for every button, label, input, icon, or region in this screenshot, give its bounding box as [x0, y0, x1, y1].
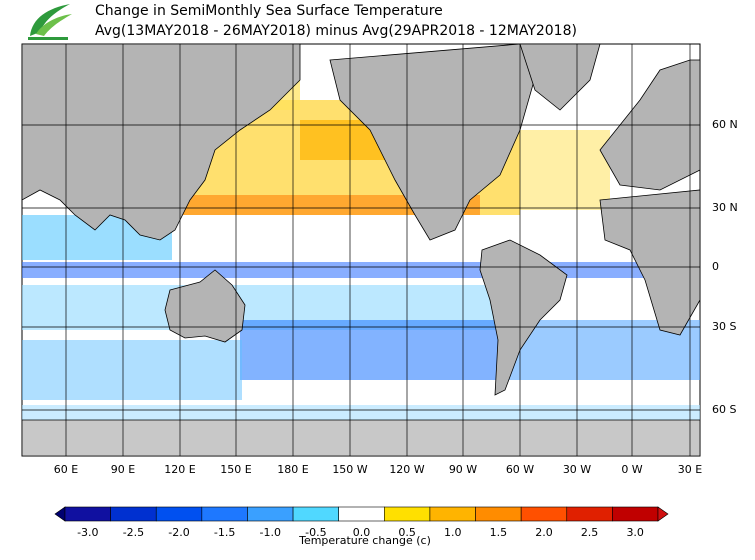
colorbar-cell: [612, 506, 659, 522]
colorbar-tick-label: 1.0: [444, 526, 462, 539]
lon-label: 90 E: [111, 463, 135, 476]
colorbar-tick-label: -1.5: [214, 526, 235, 539]
colorbar-cell: [338, 506, 385, 522]
colorbar-tick-label: -3.0: [77, 526, 98, 539]
logo: [28, 4, 72, 40]
colorbar-tick-label: -1.0: [260, 526, 281, 539]
lat-label: 30 N: [712, 201, 738, 214]
colorbar-cell: [429, 506, 476, 522]
colorbar-cell: [520, 506, 568, 522]
colorbar-tick-label: 2.0: [535, 526, 553, 539]
colorbar-cell: [155, 506, 203, 522]
colorbar-cell: [201, 506, 248, 522]
colorbar-cell: [384, 506, 431, 522]
lat-label: 30 S: [712, 320, 736, 333]
colorbar-tick-label: 0.0: [353, 526, 371, 539]
lon-label: 30 W: [563, 463, 591, 476]
lat-label: 60 N: [712, 118, 738, 131]
lon-label: 120 W: [389, 463, 424, 476]
lon-label: 150 W: [332, 463, 367, 476]
graticule: [22, 44, 700, 456]
lon-label: 30 E: [678, 463, 702, 476]
lon-label: 90 W: [449, 463, 477, 476]
colorbar-cell: [247, 506, 294, 522]
colorbar-cell: [475, 506, 522, 522]
lon-label: 0 W: [621, 463, 642, 476]
lon-label: 180 E: [277, 463, 308, 476]
colorbar-tick-label: 3.0: [626, 526, 644, 539]
colorbar-cell: [566, 506, 613, 522]
lon-label: 120 E: [164, 463, 195, 476]
colorbar-arrow: [657, 506, 669, 522]
lon-label: 60 W: [506, 463, 534, 476]
lon-label: 60 E: [54, 463, 78, 476]
colorbar-tick-label: -2.5: [123, 526, 144, 539]
colorbar-tick-label: 1.5: [490, 526, 508, 539]
colorbar-tick-label: 2.5: [581, 526, 599, 539]
lon-label: 150 E: [220, 463, 251, 476]
colorbar-cell: [110, 506, 157, 522]
lat-label: 60 S: [712, 403, 736, 416]
lat-label: 0: [712, 260, 719, 273]
colorbar-cell: [64, 506, 111, 522]
colorbar-tick-label: -0.5: [305, 526, 326, 539]
colorbar-arrow: [54, 506, 66, 522]
title-line: Avg(13MAY2018 - 26MAY2018) minus Avg(29A…: [95, 23, 577, 39]
colorbar: [54, 506, 669, 522]
colorbar-cell: [292, 506, 339, 522]
colorbar-title: Temperature change (c): [298, 534, 431, 547]
colorbar-tick-label: -2.0: [168, 526, 189, 539]
colorbar-tick-label: 0.5: [398, 526, 416, 539]
title-line: Change in SemiMonthly Sea Surface Temper…: [95, 3, 443, 19]
map: [21, 43, 701, 457]
